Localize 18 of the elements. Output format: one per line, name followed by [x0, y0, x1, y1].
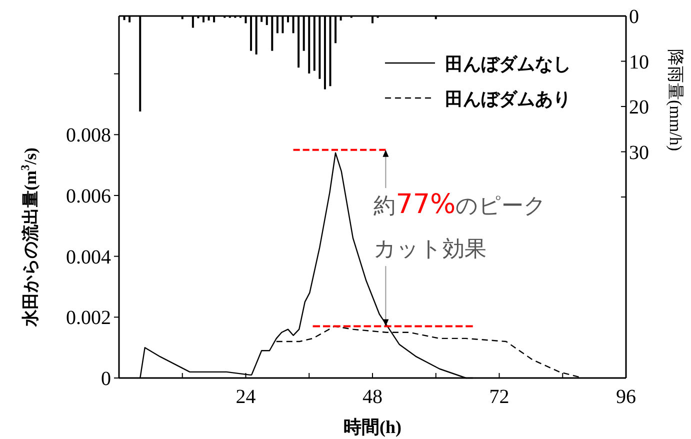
- y-tick-label: 0.006: [66, 185, 111, 208]
- y-tick-label: 0.008: [66, 124, 111, 147]
- y2-tick-label: 20: [629, 96, 649, 118]
- x-tick-label: 72: [489, 386, 510, 408]
- y2-tick-label: 30: [629, 142, 649, 164]
- legend-label: 田んぼダムあり: [445, 89, 571, 109]
- y2-tick-label: 10: [629, 51, 649, 74]
- x-tick-label: 24: [236, 386, 256, 408]
- legend-label: 田んぼダムなし: [445, 54, 571, 74]
- y-tick-label: 0: [101, 368, 111, 390]
- annotation: 約77%のピークカット効果: [374, 189, 547, 262]
- y2-tick-label: 0: [629, 6, 639, 28]
- y-tick-label: 0.002: [66, 307, 111, 330]
- x-tick-label: 48: [362, 386, 382, 408]
- x-tick-label: 96: [616, 386, 636, 408]
- x-axis-title: 時間(h): [344, 417, 402, 437]
- y2-axis-title: 降雨量(mm/h): [666, 49, 685, 151]
- y-tick-label: 0.004: [66, 246, 111, 268]
